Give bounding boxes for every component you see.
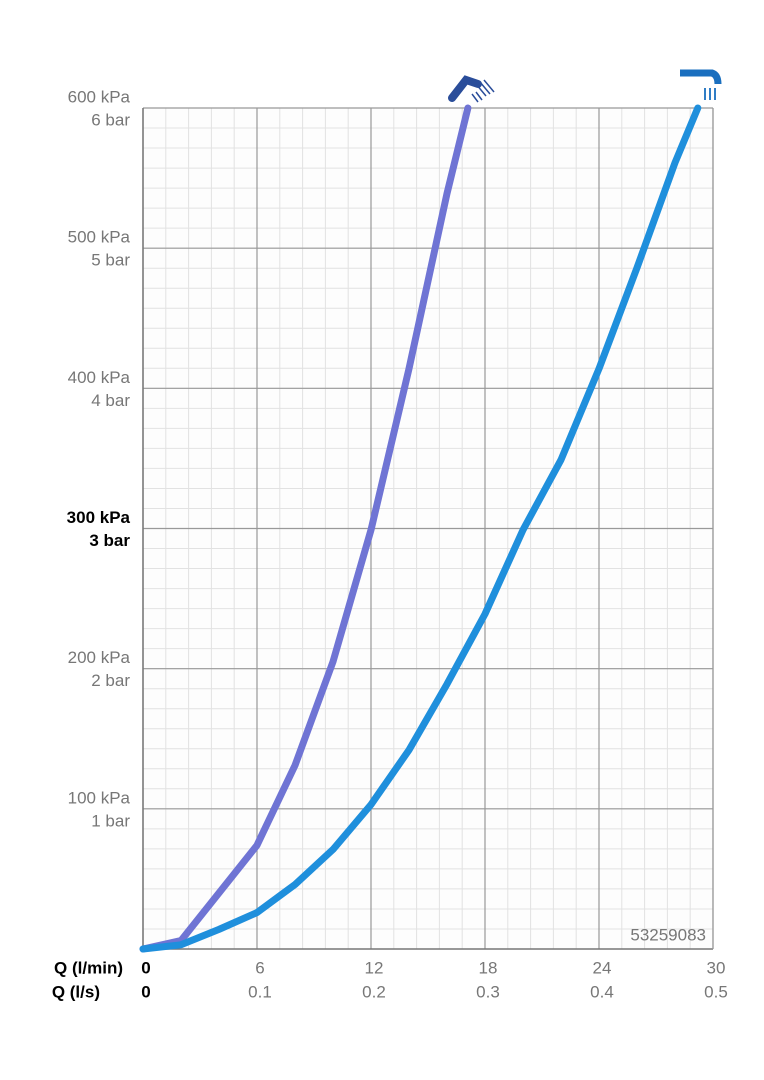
- x2-tick-label: 0: [141, 982, 150, 1001]
- y-tick-label-bar: 2 bar: [91, 671, 130, 690]
- x2-tick-label: 0.5: [704, 982, 728, 1001]
- x-axis-label: Q (l/min): [54, 958, 123, 977]
- y-tick-label-bar: 4 bar: [91, 391, 130, 410]
- flow-curve: [139, 104, 472, 953]
- y-tick-label: 200 kPa: [68, 648, 131, 667]
- y-tick-label-bar: 5 bar: [91, 251, 130, 270]
- x-tick-label: 6: [255, 958, 264, 977]
- x-tick-label: 30: [707, 958, 726, 977]
- y-tick-label-bar: 3 bar: [89, 531, 130, 550]
- curves: [139, 104, 702, 953]
- x-tick-label: 24: [593, 958, 612, 977]
- x2-axis-label: Q (l/s): [52, 982, 100, 1001]
- y-tick-label-bar: 6 bar: [91, 110, 130, 129]
- y-tick-label: 600 kPa: [68, 87, 131, 106]
- x2-tick-label: 0.3: [476, 982, 500, 1001]
- y-tick-label: 100 kPa: [68, 788, 131, 807]
- x-tick-label: 0: [141, 958, 150, 977]
- x-tick-label: 12: [365, 958, 384, 977]
- y-tick-label-bar: 1 bar: [91, 811, 130, 830]
- flow-curve: [139, 104, 702, 953]
- y-tick-label: 300 kPa: [67, 508, 131, 527]
- x2-tick-label: 0.2: [362, 982, 386, 1001]
- x2-tick-label: 0.1: [248, 982, 272, 1001]
- x-tick-label: 18: [479, 958, 498, 977]
- annotation: 53259083: [630, 925, 706, 944]
- y-tick-label: 500 kPa: [68, 228, 131, 247]
- shower-icon: [448, 75, 495, 103]
- spout-icon: [680, 69, 722, 100]
- x2-tick-label: 0.4: [590, 982, 614, 1001]
- y-tick-label: 400 kPa: [68, 368, 131, 387]
